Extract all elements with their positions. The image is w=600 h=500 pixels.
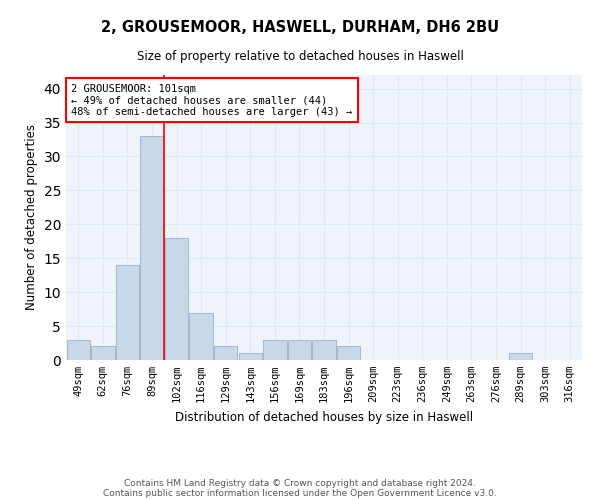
Bar — [337, 346, 360, 360]
Text: Contains public sector information licensed under the Open Government Licence v3: Contains public sector information licen… — [103, 488, 497, 498]
Bar — [214, 346, 238, 360]
Text: 2, GROUSEMOOR, HASWELL, DURHAM, DH6 2BU: 2, GROUSEMOOR, HASWELL, DURHAM, DH6 2BU — [101, 20, 499, 35]
Bar — [116, 265, 139, 360]
Text: Contains HM Land Registry data © Crown copyright and database right 2024.: Contains HM Land Registry data © Crown c… — [124, 478, 476, 488]
Bar — [190, 312, 213, 360]
Bar — [140, 136, 164, 360]
Text: Size of property relative to detached houses in Haswell: Size of property relative to detached ho… — [137, 50, 463, 63]
Y-axis label: Number of detached properties: Number of detached properties — [25, 124, 38, 310]
Bar — [165, 238, 188, 360]
Bar — [509, 353, 532, 360]
Bar — [91, 346, 115, 360]
Bar — [67, 340, 90, 360]
Bar — [239, 353, 262, 360]
Bar — [263, 340, 287, 360]
Bar — [288, 340, 311, 360]
X-axis label: Distribution of detached houses by size in Haswell: Distribution of detached houses by size … — [175, 410, 473, 424]
Bar — [313, 340, 335, 360]
Text: 2 GROUSEMOOR: 101sqm
← 49% of detached houses are smaller (44)
48% of semi-detac: 2 GROUSEMOOR: 101sqm ← 49% of detached h… — [71, 84, 352, 116]
